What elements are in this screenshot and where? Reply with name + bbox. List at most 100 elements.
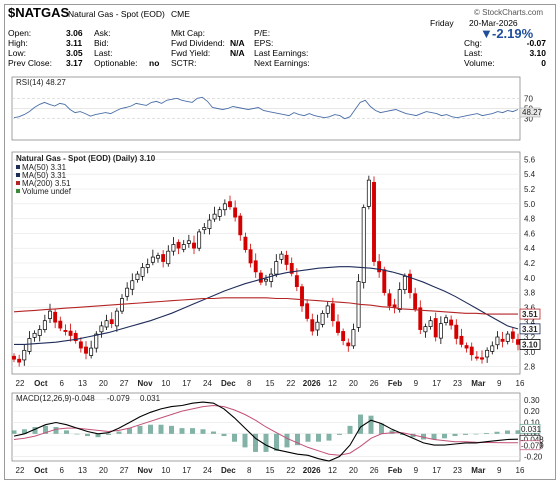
macd-histogram-bar (347, 425, 353, 434)
x-axis-label: 13 (78, 466, 87, 475)
candle-body (125, 287, 130, 297)
macd-histogram-bar (368, 415, 374, 434)
candle-body (207, 219, 212, 229)
candle-body (181, 244, 186, 250)
candle-body (408, 273, 412, 293)
x-axis-label: Oct (34, 379, 48, 388)
bid-ask-label: Optionable: (94, 58, 138, 68)
price-tick-label: 2.8 (524, 363, 536, 372)
macd-histogram-bar (452, 433, 458, 437)
x-axis-label: 22 (16, 466, 25, 475)
candle-body (341, 331, 346, 342)
candle-body (289, 263, 294, 274)
x-axis-label: 13 (78, 379, 87, 388)
candle-body (480, 357, 484, 360)
candle-body (315, 321, 320, 331)
x-axis-label: Dec (221, 466, 236, 475)
candle-body (171, 244, 176, 252)
price-badge (519, 323, 541, 335)
macd-histogram-bar (421, 433, 426, 440)
candle-body (336, 321, 340, 333)
fundamental-label: Fwd Yield: (171, 48, 211, 58)
legend-entry: MA(50) 3.31 (22, 163, 67, 172)
macd-histogram-bar (179, 428, 185, 434)
macd-histogram-bar (43, 425, 48, 434)
x-axis-label: 10 (161, 466, 170, 475)
ma200-line (13, 297, 518, 315)
candle-body (42, 320, 47, 330)
x-axis-label: 16 (516, 466, 525, 475)
macd-signal-line (13, 404, 518, 456)
macd-histogram-bar (148, 424, 153, 434)
price-badge (519, 338, 541, 350)
macd-badge (519, 440, 541, 451)
macd-histogram-bar (484, 433, 489, 434)
x-axis-label: Feb (388, 466, 402, 475)
candle-body (505, 333, 510, 342)
candle-body (392, 304, 397, 308)
macd-tick-label: 0.10 (524, 418, 540, 427)
candle-body (104, 320, 109, 328)
price-tick-label: 3.8 (524, 289, 536, 298)
macd-histogram-bar (85, 433, 90, 437)
candle-body (135, 273, 140, 281)
candle-body (274, 261, 279, 275)
macd-histogram-bar (242, 433, 248, 448)
macd-histogram-bar (515, 430, 521, 434)
price-chart-title: Natural Gas - Spot (EOD) (Daily) 3.10 (16, 154, 156, 163)
rsi-tick-label: 30 (524, 115, 533, 124)
fundamental-label: Fwd Dividend: (171, 38, 225, 48)
macd-tick-label: 0.20 (524, 407, 540, 416)
legend-swatch (16, 189, 20, 193)
change-percent: -2.19% (492, 26, 534, 41)
exchange: CME (171, 9, 190, 19)
candle-body (222, 203, 227, 211)
macd-tick-label: -0.20 (524, 452, 543, 461)
macd-histogram-bar (74, 433, 80, 435)
price-tick-label: 5.6 (524, 155, 536, 164)
candle-body (233, 207, 238, 218)
x-axis-label: 27 (120, 466, 129, 475)
rsi-value-badge (519, 107, 541, 118)
earnings-label: EPS: (254, 38, 274, 48)
x-axis-label: 26 (370, 466, 379, 475)
macd-histogram-bar (316, 433, 321, 442)
x-axis-label: 26 (370, 379, 379, 388)
macd-badge-text: 0.031 (521, 425, 542, 434)
candle-body (202, 227, 207, 231)
legend-entry: Volume undef (22, 187, 72, 196)
candle-body (449, 319, 454, 326)
candle-body (217, 209, 222, 217)
candle-body (264, 278, 268, 282)
candle-body (485, 349, 490, 358)
candle-body (269, 273, 274, 282)
candle-body (84, 346, 88, 354)
macd-histogram-bar (169, 425, 174, 434)
candle-body (68, 330, 73, 336)
candle-body (140, 267, 145, 277)
quote-value: 3.17 (66, 58, 83, 68)
macd-histogram-bar (358, 414, 363, 434)
candle-body (258, 272, 263, 283)
candle-body (397, 289, 402, 310)
rsi-value-badge-text: 48.27 (522, 108, 543, 117)
price-badge-text: 3.10 (522, 340, 538, 349)
date: 20-Mar-2026 (469, 18, 518, 28)
price-badge (519, 308, 541, 320)
price-tick-label: 4.4 (524, 244, 536, 253)
x-axis-label: 20 (99, 379, 108, 388)
candle-body (248, 249, 253, 264)
price-badge-text: 3.31 (522, 325, 538, 334)
candle-body (305, 303, 310, 319)
candle-body (300, 286, 304, 307)
macd-histogram-bar (473, 433, 479, 435)
macd-histogram-bar (410, 433, 416, 438)
legend-entry: MA(50) 3.31 (22, 171, 67, 180)
macd-histogram-bar (463, 433, 468, 435)
candle-body (490, 345, 495, 352)
macd-histogram-bar (263, 433, 269, 452)
bid-ask-label: Last: (94, 48, 113, 58)
symbol[interactable]: $NATGAS (8, 5, 70, 20)
candle-body (459, 335, 464, 345)
